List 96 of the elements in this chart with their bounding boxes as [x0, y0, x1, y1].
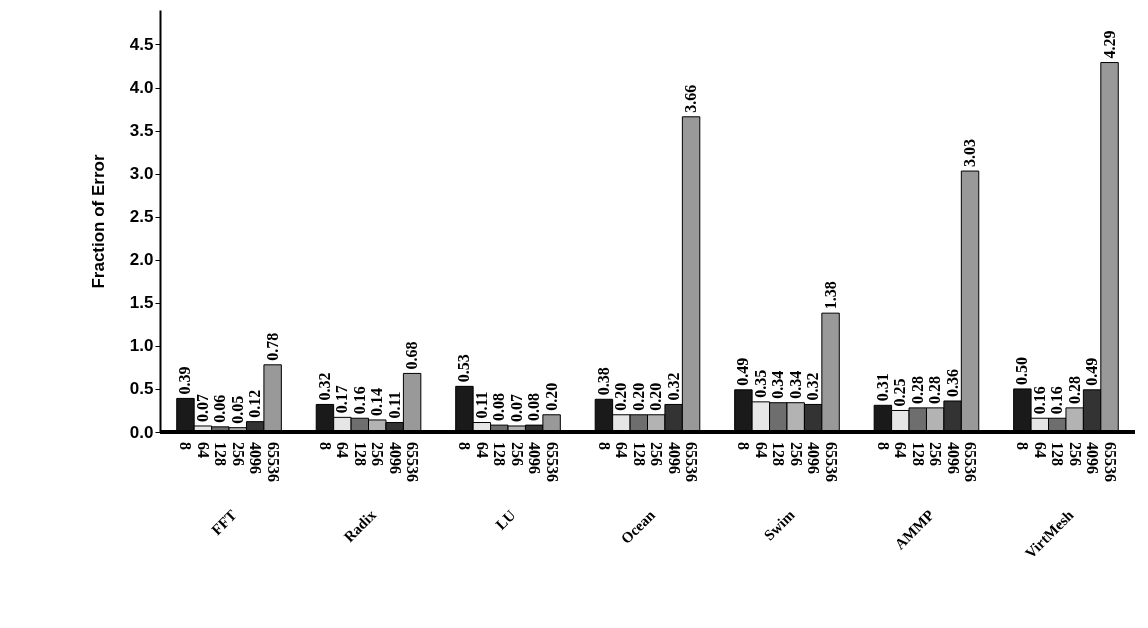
text: 256 — [927, 442, 945, 466]
text: 4096 — [247, 442, 265, 474]
data-label: 0.20 — [542, 382, 560, 411]
data-label: 0.32 — [315, 372, 333, 401]
text: 8 — [874, 442, 892, 450]
data-label: 0.32 — [664, 372, 682, 401]
data-label: 0.20 — [647, 382, 665, 411]
data-label: 0.07 — [193, 393, 211, 422]
text: 64 — [194, 442, 212, 458]
data-label: 3.66 — [682, 84, 700, 113]
data-label: 0.50 — [1013, 356, 1031, 385]
data-label: 0.08 — [525, 393, 543, 422]
text: 256 — [369, 442, 387, 466]
y-tick-label: 3.5 — [129, 121, 154, 141]
text: 256 — [787, 442, 805, 466]
text: 256 — [229, 442, 247, 466]
text: 65536 — [404, 442, 422, 482]
text: 8 — [595, 442, 613, 450]
data-label: 0.16 — [1048, 386, 1066, 415]
text: 64 — [473, 442, 491, 458]
data-label: 0.36 — [943, 369, 961, 397]
x-tick-label: LU — [492, 506, 519, 533]
text: 4096 — [1084, 442, 1102, 474]
text: 128 — [491, 442, 509, 466]
data-label: 4.29 — [1100, 30, 1118, 59]
y-tick-label: 4.5 — [129, 34, 154, 54]
data-label: 0.53 — [455, 354, 473, 383]
data-label: 0.25 — [891, 378, 909, 407]
text: 65536 — [264, 442, 282, 482]
data-label: 3.03 — [961, 139, 979, 168]
text: 4096 — [665, 442, 683, 474]
text: 8 — [735, 442, 753, 450]
data-label: 0.49 — [1083, 357, 1101, 386]
text: 128 — [909, 442, 927, 466]
data-label: 0.20 — [629, 382, 647, 411]
data-label: 0.16 — [350, 386, 368, 415]
text: 128 — [1049, 442, 1067, 466]
y-tick-label: 2.5 — [129, 207, 154, 227]
data-label: 0.34 — [769, 370, 787, 399]
data-label: 0.34 — [786, 370, 804, 399]
data-label: 0.39 — [176, 366, 194, 395]
data-label: 0.08 — [490, 393, 508, 422]
text: 4096 — [386, 442, 404, 474]
data-label: 0.35 — [751, 369, 769, 398]
data-label: 1.38 — [821, 281, 839, 310]
text: 8 — [177, 442, 195, 450]
text: 65536 — [1101, 442, 1119, 482]
data-label: 0.28 — [908, 375, 926, 404]
text: 4096 — [805, 442, 823, 474]
text: 65536 — [962, 442, 980, 482]
data-label: 0.49 — [734, 357, 752, 386]
text: 64 — [752, 442, 770, 458]
y-tick-label: 1.0 — [129, 336, 154, 356]
text: 65536 — [543, 442, 561, 482]
data-label: 0.20 — [612, 382, 630, 411]
text: 256 — [508, 442, 526, 466]
data-label: 0.06 — [211, 394, 229, 423]
data-label: 0.12 — [246, 389, 264, 418]
text: 256 — [648, 442, 666, 466]
data-label: 0.07 — [507, 393, 525, 422]
text: 256 — [1066, 442, 1084, 466]
data-label: 0.32 — [804, 372, 822, 401]
y-axis-title: Fraction of Error — [88, 154, 108, 289]
text: 4096 — [526, 442, 544, 474]
y-tick-label: 0.5 — [129, 379, 154, 399]
text: 65536 — [822, 442, 840, 482]
text: 64 — [892, 442, 910, 458]
y-tick-label: 4.0 — [129, 78, 154, 98]
y-tick-label: 1.5 — [129, 293, 154, 313]
text: 8 — [456, 442, 474, 450]
text: 64 — [613, 442, 631, 458]
y-tick-label: 3.0 — [129, 164, 154, 184]
data-label: 0.05 — [228, 395, 246, 424]
data-label: 0.28 — [926, 375, 944, 404]
data-label: 0.17 — [333, 385, 351, 414]
data-label: 0.14 — [368, 387, 386, 416]
text: 128 — [630, 442, 648, 466]
text: 128 — [770, 442, 788, 466]
text: 4096 — [944, 442, 962, 474]
text: 8 — [1014, 442, 1032, 450]
data-label: 0.68 — [403, 341, 421, 370]
data-label: 0.31 — [873, 373, 891, 402]
text: 64 — [334, 442, 352, 458]
text: 128 — [351, 442, 369, 466]
text: 8 — [316, 442, 334, 450]
data-label: 0.11 — [472, 391, 490, 419]
data-label: 0.38 — [594, 367, 612, 396]
text: 65536 — [683, 442, 701, 482]
data-label: 0.11 — [385, 391, 403, 419]
text: 64 — [1031, 442, 1049, 458]
text: 128 — [212, 442, 230, 466]
data-label: 0.16 — [1030, 386, 1048, 415]
y-tick-label: 2.0 — [129, 250, 154, 270]
y-tick-label: 0.0 — [129, 422, 154, 442]
data-label: 0.28 — [1065, 375, 1083, 404]
data-label: 0.78 — [263, 332, 281, 361]
